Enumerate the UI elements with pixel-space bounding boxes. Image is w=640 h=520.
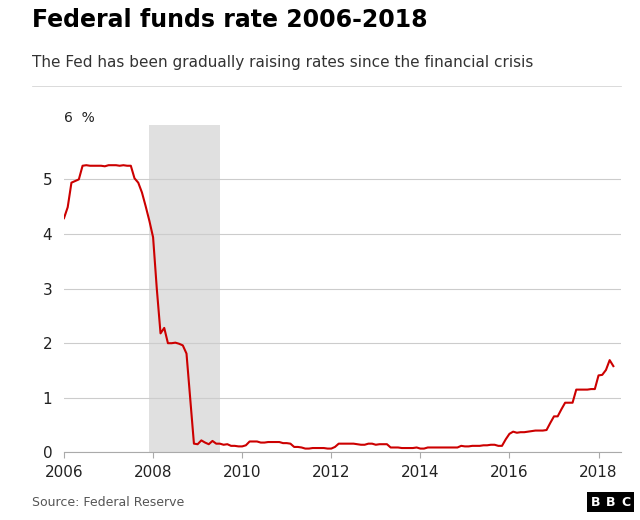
Text: C: C (621, 496, 630, 509)
Text: The Fed has been gradually raising rates since the financial crisis: The Fed has been gradually raising rates… (32, 55, 533, 70)
Text: Federal funds rate 2006-2018: Federal funds rate 2006-2018 (32, 8, 428, 32)
Text: B: B (606, 496, 615, 509)
Text: Source: Federal Reserve: Source: Federal Reserve (32, 496, 184, 509)
Text: 6  %: 6 % (64, 111, 95, 125)
Text: B: B (591, 496, 600, 509)
Bar (149, 125, 220, 452)
